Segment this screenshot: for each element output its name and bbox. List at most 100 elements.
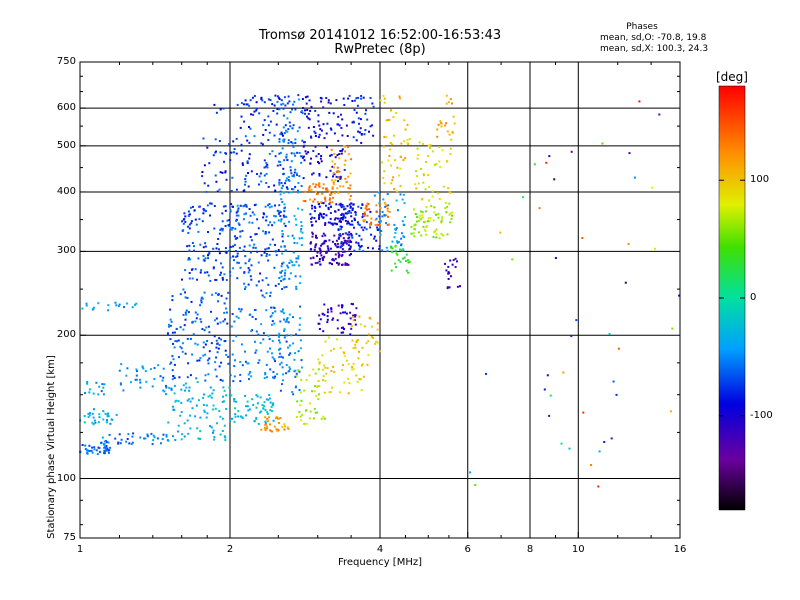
scatter-point	[333, 371, 336, 373]
scatter-point	[248, 104, 251, 107]
scatter-point	[220, 361, 223, 364]
scatter-point	[325, 176, 328, 179]
scatter-point	[375, 204, 378, 207]
scatter-point	[244, 183, 246, 186]
scatter-point	[295, 257, 298, 260]
scatter-point	[290, 334, 293, 337]
scatter-point	[291, 264, 294, 267]
scatter-point	[376, 322, 379, 325]
scatter-point	[444, 124, 447, 127]
scatter-point	[353, 99, 356, 102]
scatter-point	[330, 222, 333, 225]
scatter-point	[267, 115, 270, 118]
scatter-point	[171, 299, 174, 302]
scatter-point	[368, 130, 370, 133]
scatter-point	[332, 317, 335, 320]
scatter-point	[378, 220, 381, 223]
scatter-point	[250, 330, 253, 333]
scatter-point	[300, 366, 303, 369]
scatter-point	[355, 232, 358, 235]
scatter-point	[247, 172, 249, 174]
scatter-point	[200, 269, 203, 272]
scatter-point	[331, 386, 334, 389]
scatter-point	[355, 339, 358, 342]
scatter-point	[273, 104, 276, 107]
scatter-point	[230, 151, 233, 154]
scatter-point	[414, 183, 417, 186]
colorbar-tick-label: -100	[750, 409, 773, 421]
scatter-point	[383, 214, 386, 217]
scatter-point	[341, 212, 344, 215]
scatter-point	[262, 230, 265, 233]
scatter-point	[99, 451, 102, 453]
scatter-point	[262, 124, 265, 127]
scatter-point	[86, 452, 89, 455]
scatter-point	[316, 255, 318, 257]
scatter-point	[287, 321, 290, 324]
scatter-point	[93, 419, 96, 422]
scatter-point	[198, 205, 201, 208]
scatter-point	[304, 109, 306, 112]
scatter-point	[114, 437, 117, 440]
scatter-point	[305, 409, 308, 412]
scatter-point	[373, 237, 376, 240]
scatter-point	[342, 205, 345, 208]
scatter-point	[347, 363, 350, 365]
scatter-point	[253, 95, 256, 97]
scatter-point	[248, 260, 250, 262]
scatter-point	[288, 353, 291, 356]
scatter-point	[388, 211, 391, 213]
scatter-point	[203, 291, 206, 294]
scatter-point	[197, 399, 200, 402]
scatter-point	[215, 180, 218, 183]
scatter-point	[419, 218, 422, 221]
scatter-point	[324, 379, 327, 382]
scatter-point	[94, 421, 97, 424]
scatter-point	[279, 389, 282, 392]
scatter-point	[188, 213, 191, 216]
scatter-point	[322, 375, 325, 378]
scatter-point	[346, 222, 349, 225]
scatter-point	[142, 367, 145, 370]
scatter-point	[400, 232, 403, 235]
scatter-point	[323, 137, 326, 140]
scatter-point	[384, 205, 387, 208]
scatter-point	[330, 370, 333, 373]
scatter-point	[223, 389, 226, 392]
scatter-point	[191, 397, 194, 400]
scatter-point	[292, 146, 295, 148]
scatter-point	[189, 427, 192, 430]
scatter-point	[350, 202, 353, 205]
scatter-point	[422, 225, 425, 228]
scatter-point	[255, 101, 258, 104]
scatter-point	[330, 153, 333, 156]
scatter-point	[381, 215, 384, 218]
scatter-point	[284, 249, 287, 252]
scatter-point	[184, 352, 187, 355]
scatter-point	[216, 422, 218, 425]
scatter-point	[353, 217, 356, 220]
scatter-point	[178, 376, 181, 379]
scatter-point	[202, 396, 205, 399]
scatter-point	[247, 271, 250, 274]
scatter-point	[275, 428, 278, 431]
scatter-point	[291, 127, 294, 130]
scatter-point	[310, 221, 313, 224]
scatter-point	[370, 233, 373, 236]
scatter-point	[378, 215, 381, 218]
scatter-point	[499, 231, 502, 234]
scatter-point	[375, 217, 378, 220]
scatter-point	[401, 220, 404, 223]
scatter-point	[329, 102, 332, 105]
scatter-point	[415, 187, 418, 190]
scatter-point	[226, 322, 229, 325]
scatter-point	[210, 396, 213, 399]
scatter-point	[344, 207, 347, 210]
scatter-point	[195, 317, 198, 320]
scatter-point	[341, 304, 344, 307]
scatter-point	[355, 111, 358, 114]
scatter-point	[243, 282, 246, 285]
scatter-point	[218, 188, 221, 191]
scatter-point	[266, 166, 269, 169]
scatter-point	[122, 389, 125, 392]
